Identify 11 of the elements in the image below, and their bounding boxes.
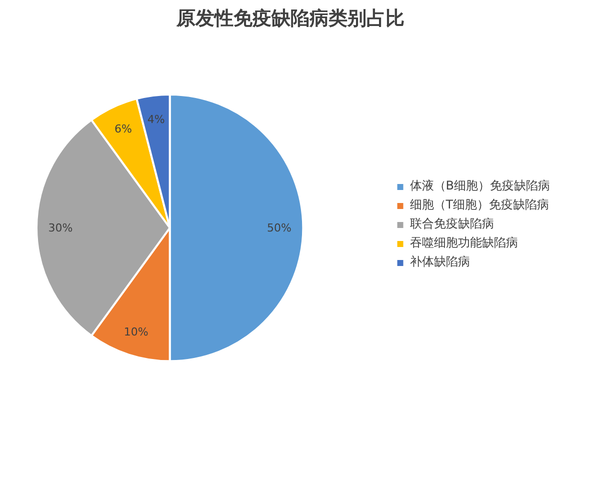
data-label: 6% — [114, 122, 132, 136]
legend-label: 补体缺陷病 — [410, 254, 470, 270]
data-label: 4% — [147, 112, 165, 126]
legend-label: 吞噬细胞功能缺陷病 — [410, 234, 518, 252]
chart-title: 原发性免疫缺陷病类别占比 — [176, 8, 404, 30]
legend-label: 细胞（T细胞）免疫缺陷病 — [410, 196, 550, 214]
data-label: 50% — [266, 221, 292, 234]
data-label: 10% — [124, 325, 148, 338]
data-label: 30% — [48, 221, 73, 234]
legend-label: 联合免疫缺陷病 — [410, 216, 494, 232]
legend-label: 体液（B细胞）免疫缺陷病 — [410, 178, 550, 194]
